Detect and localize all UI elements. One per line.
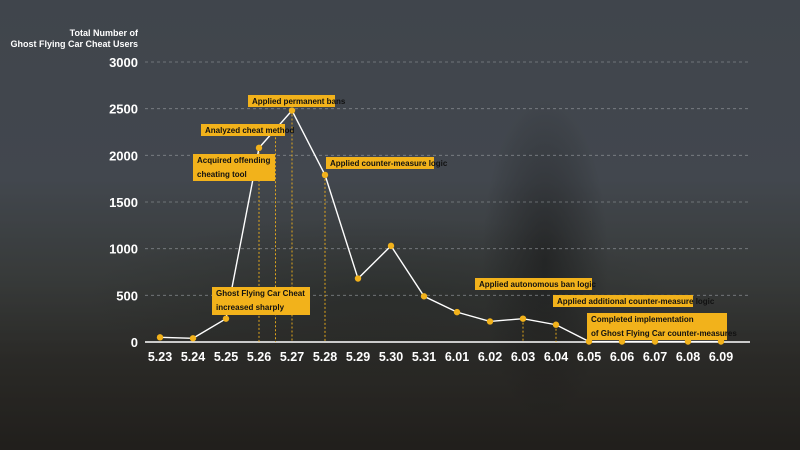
data-point [519,315,527,322]
annotation-box [193,154,275,181]
annotation-text: Applied autonomous ban logic [479,280,596,289]
y-axis-title-line: Ghost Flying Car Cheat Users [10,39,138,49]
annotation-box [553,295,693,307]
y-tick-label: 500 [116,288,138,303]
x-tick-label: 5.26 [247,350,271,364]
data-point [321,171,329,179]
data-point [354,275,362,282]
annotation-text: cheating tool [197,170,247,179]
y-tick-label: 1000 [109,242,138,257]
x-tick-label: 5.24 [181,350,205,364]
y-tick-label: 0 [131,335,138,350]
x-tick-label: 6.02 [478,350,502,364]
x-tick-label: 5.23 [148,350,172,364]
x-tick-label: 5.25 [214,350,238,364]
x-tick-label: 6.09 [709,350,733,364]
data-point [189,335,197,342]
annotation-text: Applied additional counter-measure logic [557,297,715,306]
annotation-text: Applied counter-measure logic [330,159,448,168]
annotation-box [212,287,310,315]
annotation-text: Completed implementation [591,315,694,324]
annotation-text: Ghost Flying Car Cheat [216,289,305,298]
data-point [486,318,494,325]
x-tick-label: 6.05 [577,350,601,364]
data-point [420,293,428,300]
annotation-text: Applied permanent bans [252,97,346,106]
x-tick-label: 6.07 [643,350,667,364]
x-tick-label: 6.08 [676,350,700,364]
data-point [387,242,395,250]
annotation-box [248,95,335,107]
data-point [156,334,164,341]
x-tick-label: 5.29 [346,350,370,364]
data-point [222,315,230,322]
x-tick-label: 5.28 [313,350,337,364]
x-tick-label: 6.03 [511,350,535,364]
y-tick-label: 3000 [109,55,138,70]
annotation-box [326,157,434,169]
y-tick-label: 2000 [109,148,138,163]
y-axis-title: Total Number of Ghost Flying Car Cheat U… [6,28,138,50]
annotation-text: of Ghost Flying Car counter-measures [591,329,737,338]
x-tick-label: 6.04 [544,350,568,364]
x-tick-label: 5.27 [280,350,304,364]
y-tick-label: 1500 [109,195,138,210]
x-tick-label: 6.01 [445,350,469,364]
annotation-box [587,313,727,340]
y-axis-title-line: Total Number of [69,28,138,38]
annotation-text: Acquired offending [197,156,270,165]
annotation-text: Analyzed cheat method [205,126,294,135]
x-tick-label: 6.06 [610,350,634,364]
y-tick-label: 2500 [109,102,138,117]
annotation-text: increased sharply [216,303,285,312]
data-point [255,144,263,152]
data-point [552,321,560,328]
data-point [453,308,461,316]
annotation-box [201,124,285,136]
annotation-box [475,278,592,290]
data-point [288,107,296,114]
x-tick-label: 5.31 [412,350,436,364]
x-tick-label: 5.30 [379,350,403,364]
